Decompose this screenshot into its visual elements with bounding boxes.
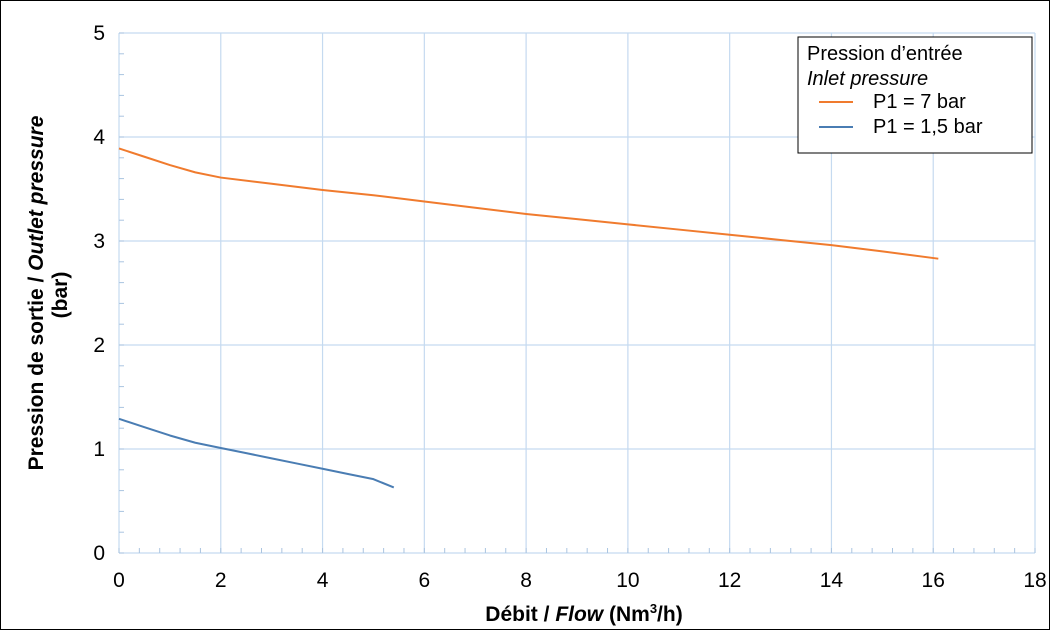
legend-entries: P1 = 7 bar P1 = 1,5 bar	[819, 91, 983, 138]
x-tick-label: 12	[718, 569, 741, 592]
x-tick-label: 0	[113, 569, 125, 592]
y-tick-label: 3	[93, 230, 105, 253]
y-axis-title-part: Pression de sortie /	[25, 271, 48, 471]
x-axis-title-part: (Nm	[603, 603, 650, 626]
series-line-1	[118, 147, 939, 260]
x-tick-label: 8	[520, 569, 532, 592]
legend-box	[797, 36, 1033, 154]
grid	[118, 32, 1036, 554]
y-tick-label: 1	[93, 438, 105, 461]
y-tick-label: 2	[93, 334, 105, 357]
y-axis-unit: (bar)	[49, 272, 72, 319]
legend: Pression d’entrée Inlet pressure P1 = 7 …	[797, 36, 1033, 154]
y-tick-labels: 0 1 2 3 4 5	[93, 22, 105, 565]
legend-label-2: P1 = 1,5 bar	[873, 116, 983, 138]
y-tick-label: 5	[93, 22, 105, 45]
x-tick-label: 16	[922, 569, 945, 592]
x-tick-label: 18	[1023, 569, 1046, 592]
x-tick-label: 2	[215, 569, 227, 592]
x-axis-title-part: Débit /	[485, 603, 555, 626]
series-lines	[118, 147, 939, 489]
y-axis-title-part: Outlet pressure	[25, 115, 48, 271]
x-axis-title: Débit / Flow (Nm3/h)	[485, 601, 682, 626]
x-tick-labels: 0 2 4 6 8 10 12 14 16 18	[113, 569, 1047, 592]
x-axis-title-part: /h)	[657, 603, 683, 626]
legend-label-1: P1 = 7 bar	[873, 91, 966, 113]
x-axis-title-part: Flow	[555, 603, 604, 626]
legend-title: Pression d’entrée	[807, 43, 963, 65]
x-axis-title-superscript: 3	[650, 601, 657, 616]
x-tick-label: 4	[317, 569, 329, 592]
x-tick-label: 14	[820, 569, 844, 592]
series-line-2	[118, 417, 395, 489]
x-tick-label: 6	[418, 569, 430, 592]
y-tick-label: 4	[93, 126, 105, 149]
minor-ticks	[118, 32, 1036, 554]
y-axis-title: Pression de sortie / Outlet pressure	[25, 115, 48, 470]
y-tick-label: 0	[93, 542, 105, 565]
x-tick-label: 10	[616, 569, 639, 592]
legend-subtitle: Inlet pressure	[807, 68, 928, 90]
